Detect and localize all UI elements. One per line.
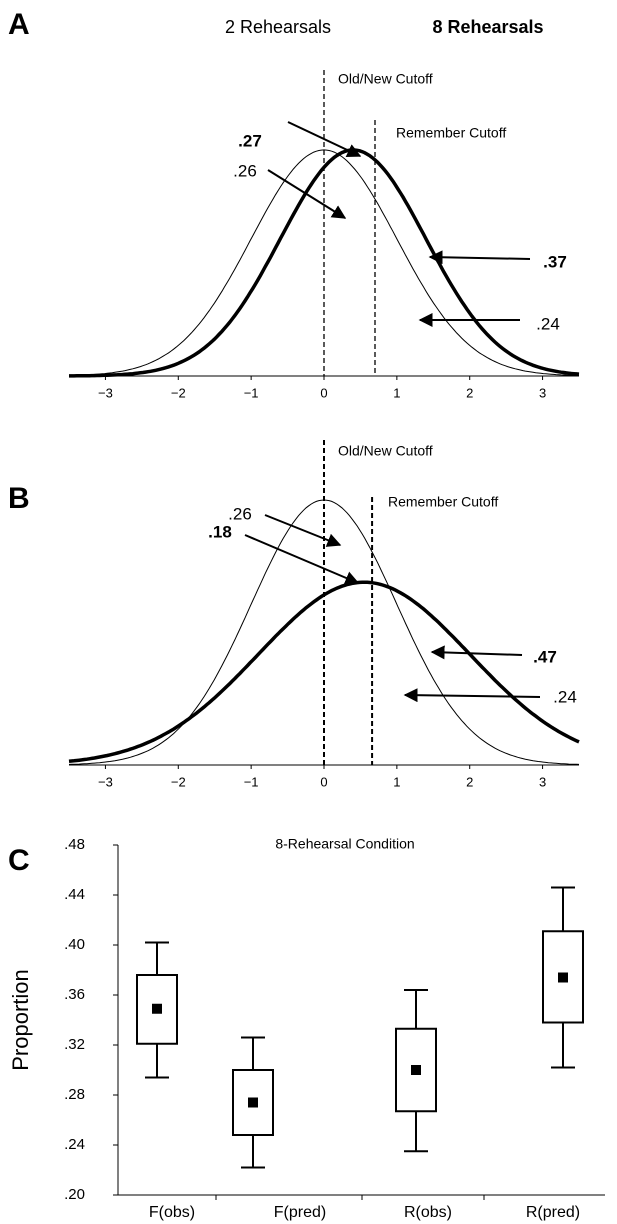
- y-tick-label: .28: [64, 1086, 85, 1103]
- box: [395, 1027, 437, 1113]
- y-tick-label: .24: [64, 1136, 85, 1153]
- y-tick-label: .44: [64, 886, 85, 903]
- y-axis-label: Proportion: [8, 969, 33, 1071]
- x-tick-label: −2: [171, 385, 186, 400]
- annotation: .24: [536, 314, 560, 333]
- mean-marker: [152, 1003, 162, 1014]
- panel-letter: B: [8, 482, 30, 515]
- chart-title: 8-Rehearsal Condition: [275, 836, 414, 852]
- annotation-arrow: [267, 169, 347, 219]
- annotation: .24: [553, 687, 577, 706]
- x-tick-label: −1: [244, 774, 259, 789]
- cutoff-label: Remember Cutoff: [388, 494, 498, 510]
- x-tick-label: 0: [320, 774, 327, 789]
- panel-letter: A: [8, 8, 30, 41]
- annotation: .26: [233, 161, 257, 180]
- x-tick-label: F(pred): [274, 1204, 326, 1221]
- annotation: .47: [533, 647, 557, 666]
- box: [542, 930, 584, 1024]
- annotation-arrow: [403, 688, 541, 703]
- annotation: .26: [228, 504, 252, 523]
- y-tick-label: .20: [64, 1186, 85, 1203]
- annotation-arrow: [287, 121, 362, 157]
- x-tick-label: −2: [171, 774, 186, 789]
- annotation-arrow: [430, 645, 523, 660]
- x-tick-label: 3: [539, 385, 546, 400]
- density-curve: [68, 149, 580, 376]
- legend-label: 8 Rehearsals: [432, 17, 543, 37]
- y-tick-label: .36: [64, 986, 85, 1003]
- x-tick-label: 0: [320, 385, 327, 400]
- x-tick-label: −3: [98, 774, 113, 789]
- mean-marker: [558, 972, 568, 983]
- x-tick-label: F(obs): [149, 1204, 195, 1221]
- annotation: .18: [208, 522, 232, 541]
- cutoff-label: Old/New Cutoff: [338, 443, 433, 459]
- annotation-arrow: [264, 514, 342, 547]
- cutoff-label: Remember Cutoff: [396, 125, 506, 141]
- x-tick-label: 1: [393, 774, 400, 789]
- annotation-arrow: [428, 250, 531, 265]
- x-tick-label: 2: [466, 774, 473, 789]
- x-tick-label: −1: [244, 385, 259, 400]
- x-tick-label: R(pred): [526, 1204, 580, 1221]
- y-tick-label: .48: [64, 836, 85, 853]
- mean-marker: [411, 1065, 421, 1075]
- x-tick-label: 2: [466, 385, 473, 400]
- box: [232, 1069, 274, 1136]
- y-tick-label: .32: [64, 1036, 85, 1053]
- panel-letter: C: [8, 844, 30, 877]
- legend-label: 2 Rehearsals: [225, 17, 331, 37]
- annotation: .27: [238, 131, 262, 150]
- x-tick-label: −3: [98, 385, 113, 400]
- x-tick-label: 1: [393, 385, 400, 400]
- x-tick-label: R(obs): [404, 1204, 452, 1221]
- annotation-arrow: [244, 534, 360, 585]
- x-tick-label: 3: [539, 774, 546, 789]
- annotation: .37: [543, 252, 567, 271]
- mean-marker: [248, 1097, 258, 1108]
- cutoff-label: Old/New Cutoff: [338, 71, 433, 87]
- box: [136, 974, 178, 1045]
- y-tick-label: .40: [64, 936, 85, 953]
